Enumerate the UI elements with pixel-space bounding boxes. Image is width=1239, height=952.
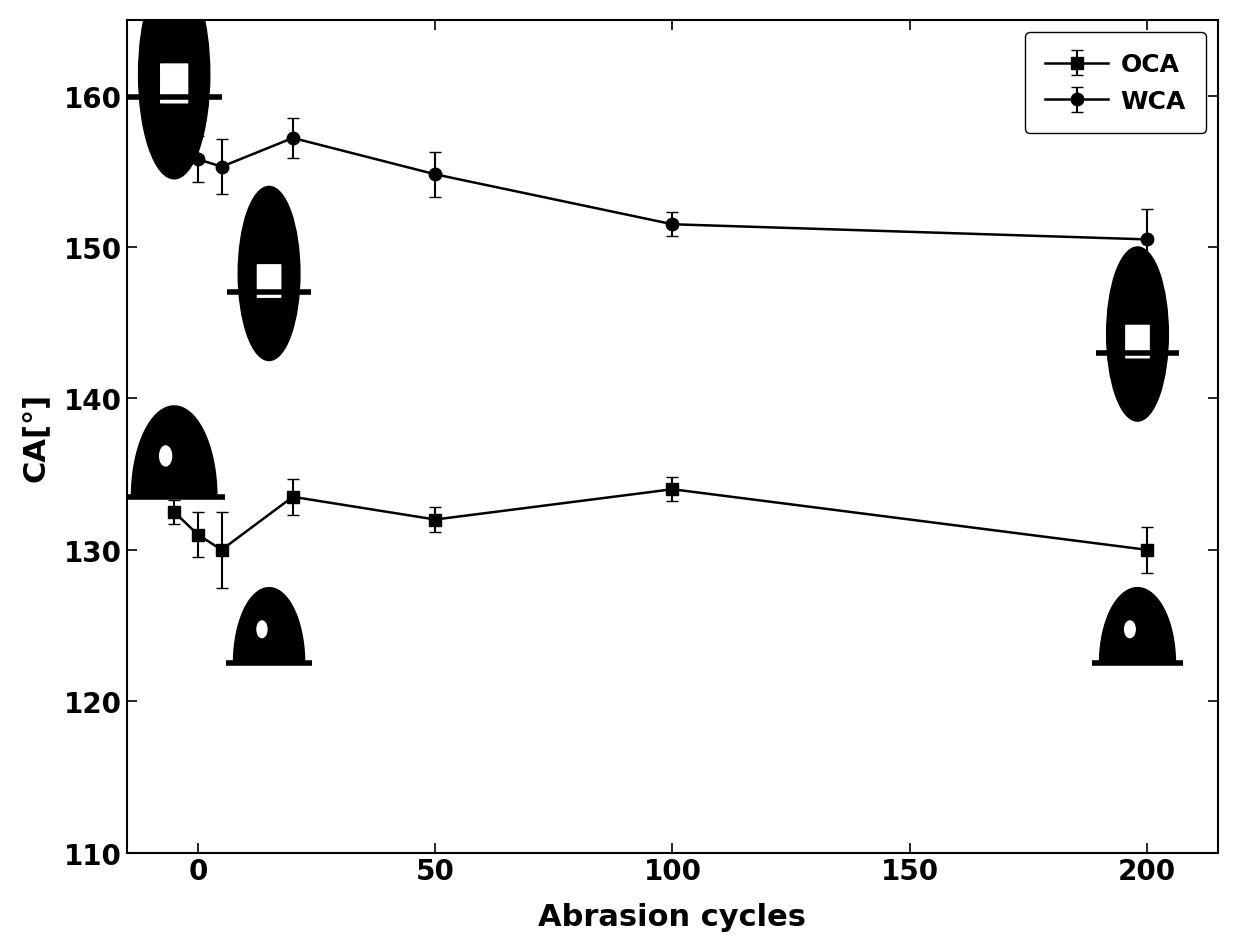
Polygon shape [131, 407, 217, 497]
FancyBboxPatch shape [161, 65, 187, 104]
FancyBboxPatch shape [1126, 326, 1149, 358]
Y-axis label: CA[°]: CA[°] [21, 392, 50, 482]
Polygon shape [233, 588, 305, 664]
Ellipse shape [238, 188, 300, 361]
Ellipse shape [256, 622, 266, 638]
Ellipse shape [160, 446, 171, 466]
Ellipse shape [139, 0, 209, 180]
Ellipse shape [1125, 622, 1135, 638]
Polygon shape [1099, 588, 1176, 664]
Ellipse shape [1106, 248, 1168, 422]
FancyBboxPatch shape [258, 266, 281, 298]
X-axis label: Abrasion cycles: Abrasion cycles [539, 902, 807, 931]
Legend: OCA, WCA: OCA, WCA [1026, 33, 1206, 133]
